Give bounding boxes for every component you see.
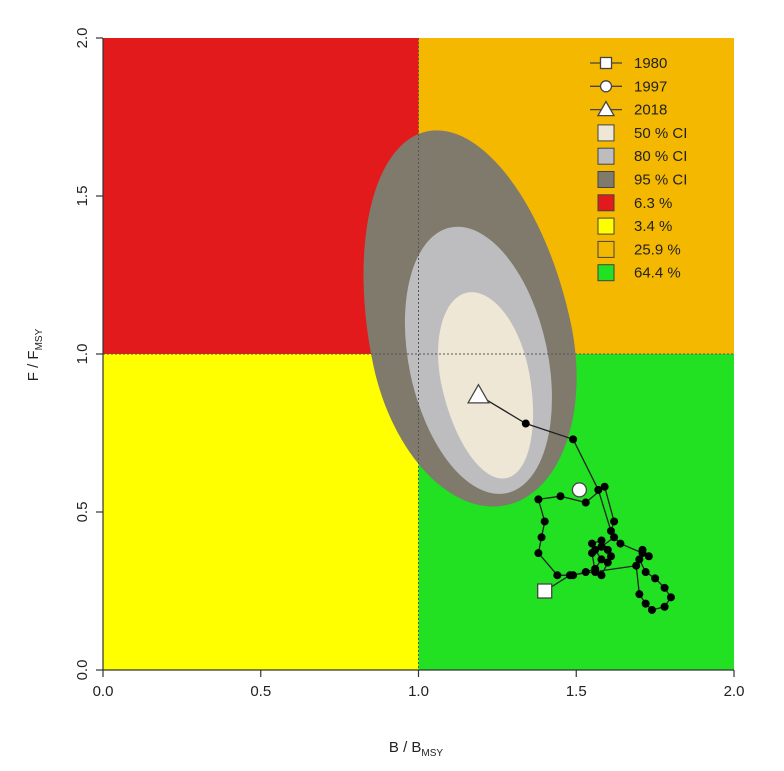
year-marker-1980 (537, 583, 553, 599)
legend-swatch (597, 217, 615, 235)
y-axis-title: F / FMSY (25, 328, 45, 381)
legend-marker (596, 100, 616, 117)
trajectory-point (591, 564, 600, 573)
trajectory-point (537, 533, 546, 542)
trajectory-point (635, 590, 644, 599)
ci-region-50 (438, 292, 534, 479)
year-marker-2018 (466, 383, 490, 404)
trajectory-point (569, 571, 578, 580)
legend-swatch (597, 124, 615, 142)
trajectory-point (569, 435, 578, 444)
x-tick-label: 0.5 (250, 683, 271, 700)
trajectory-point (581, 568, 590, 577)
trajectory-point (606, 552, 615, 561)
trajectory-point (603, 558, 612, 567)
axis-layer: 0.0 0.5 1.0 1.5 2.0 0.0 0.5 1.0 1.5 2.0 (74, 28, 744, 700)
legend-label: 95 % CI (634, 172, 687, 189)
trajectory-point (597, 555, 606, 564)
trajectory-point (594, 485, 603, 494)
legend-entry: 6.3 % (597, 194, 672, 212)
trajectory-point (521, 419, 530, 428)
quadrant-yellow (103, 354, 419, 670)
y-tick-label: 2.0 (74, 28, 91, 49)
legend-swatch (597, 171, 615, 188)
trajectory-point (597, 542, 606, 551)
confidence-region-layer (363, 130, 577, 507)
legend-label: 2018 (634, 102, 667, 119)
legend-label: 80 % CI (634, 148, 687, 165)
legend-entry: 1980 (590, 55, 667, 72)
y-tick-label: 1.0 (74, 344, 91, 365)
trajectory-layer (466, 383, 675, 614)
legend-swatch (597, 240, 615, 258)
legend-label: 1997 (634, 78, 667, 95)
trajectory-point (540, 517, 549, 526)
legend-swatch (597, 147, 615, 165)
legend-label: 64.4 % (634, 265, 681, 282)
legend-marker (599, 56, 613, 70)
trajectory-point (534, 549, 543, 558)
legend-label: 25.9 % (634, 241, 681, 258)
trajectory-point (647, 605, 656, 614)
y-tick-label: 0.5 (74, 502, 91, 523)
trajectory-point (660, 602, 669, 611)
legend-swatch (597, 264, 615, 282)
trajectory-point (641, 599, 650, 608)
trajectory-point (660, 583, 669, 592)
legend: 1980 1997 2018 50 % CI 80 % CI 95 % CI 6.3 % 3.… (590, 55, 687, 282)
x-tick-label: 1.5 (566, 683, 587, 700)
trajectory-point (638, 549, 647, 558)
y-tick-label: 1.5 (74, 186, 91, 207)
x-axis-title: B / BMSY (389, 739, 444, 759)
trajectory-point (591, 545, 600, 554)
y-tick-label: 0.0 (74, 660, 91, 681)
legend-entry: 1997 (590, 78, 667, 95)
legend-label: 3.4 % (634, 218, 672, 235)
trajectory-point (610, 533, 619, 542)
quadrant-layer (103, 38, 734, 670)
year-marker-1997 (571, 482, 588, 498)
legend-label: 1980 (634, 55, 667, 72)
legend-entry: 80 % CI (597, 147, 687, 165)
legend-entry: 25.9 % (597, 240, 681, 258)
trajectory-point (603, 545, 612, 554)
trajectory-point (581, 498, 590, 507)
legend-entry: 95 % CI (597, 171, 687, 189)
trajectory-point (610, 517, 619, 526)
trajectory-point (632, 561, 641, 570)
trajectory-point (588, 539, 597, 548)
trajectory-point (651, 574, 660, 583)
x-tick-label: 2.0 (724, 683, 745, 700)
legend-label: 50 % CI (634, 125, 687, 142)
trajectory-point (641, 568, 650, 577)
legend-entry: 2018 (590, 100, 667, 119)
legend-label: 6.3 % (634, 195, 672, 212)
trajectory-point (666, 593, 675, 602)
trajectory-point (606, 526, 615, 535)
reference-line-layer (103, 38, 734, 670)
trajectory-point (556, 492, 565, 501)
trajectory-point (597, 536, 606, 545)
legend-swatch (597, 194, 615, 212)
legend-entry: 50 % CI (597, 124, 687, 142)
trajectory-point (644, 552, 653, 561)
trajectory-point (616, 539, 625, 548)
trajectory-point (553, 571, 562, 580)
legend-entry: 64.4 % (597, 264, 681, 282)
trajectory-point (635, 555, 644, 564)
legend-entry: 3.4 % (597, 217, 672, 235)
x-tick-label: 1.0 (408, 683, 429, 700)
trajectory-point (600, 482, 609, 491)
trajectory-point (534, 495, 543, 504)
trajectory-point (597, 571, 606, 580)
x-tick-label: 0.0 (93, 683, 114, 700)
legend-marker (599, 80, 613, 93)
